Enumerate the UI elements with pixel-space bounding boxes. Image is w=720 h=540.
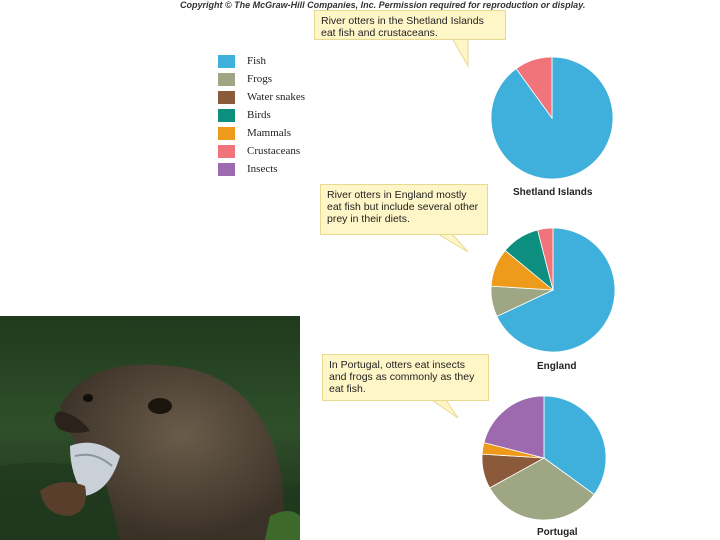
pie-title-portugal: Portugal [537, 527, 578, 538]
pie-slice-crustaceans [537, 227, 554, 291]
legend-swatch [218, 72, 235, 86]
otter-photo [0, 316, 300, 540]
callout-pointer-portugal [430, 399, 459, 419]
legend-swatch [218, 144, 235, 158]
legend-label: Frogs [247, 73, 273, 85]
legend-swatch [218, 108, 235, 122]
legend-swatch [218, 162, 235, 176]
legend-item-crustaceans: Crustaceans [218, 142, 305, 160]
legend: Fish Frogs Water snakes Birds Mammals Cr… [218, 52, 305, 178]
pie-title-england: England [537, 361, 577, 372]
pie-slice-fish [543, 395, 607, 496]
legend-item-mammals: Mammals [218, 124, 305, 142]
legend-item-frogs: Frogs [218, 70, 305, 88]
legend-item-water-snakes: Water snakes [218, 88, 305, 106]
legend-label: Mammals [247, 127, 291, 139]
pie-england [490, 227, 616, 353]
pie-shetland [490, 56, 614, 180]
legend-label: Insects [247, 163, 278, 175]
legend-swatch [218, 54, 235, 68]
legend-label: Fish [247, 55, 266, 67]
pie-slice-frogs [489, 457, 595, 521]
callout-portugal: In Portugal, otters eat insects and frog… [322, 354, 489, 401]
legend-label: Birds [247, 109, 271, 121]
copyright-notice: Copyright © The McGraw-Hill Companies, I… [180, 0, 586, 10]
legend-item-insects: Insects [218, 160, 305, 178]
callout-pointer-england [436, 233, 469, 253]
pie-portugal [481, 395, 607, 521]
legend-swatch [218, 90, 235, 104]
legend-item-fish: Fish [218, 52, 305, 70]
otter-image [0, 316, 300, 540]
pie-slice-fish [490, 56, 614, 180]
pie-slice-crustaceans [515, 56, 553, 120]
legend-label: Crustaceans [247, 145, 301, 157]
legend-label: Water snakes [247, 91, 306, 103]
pie-slice-fish [496, 227, 616, 353]
pie-title-shetland: Shetland Islands [513, 187, 593, 198]
legend-swatch [218, 126, 235, 140]
callout-shetland: River otters in the Shetland Islands eat… [314, 10, 506, 40]
callout-england: River otters in England mostly eat fish … [320, 184, 488, 235]
legend-item-birds: Birds [218, 106, 305, 124]
callout-pointer-shetland [451, 37, 469, 68]
pie-slice-insects [483, 395, 545, 459]
